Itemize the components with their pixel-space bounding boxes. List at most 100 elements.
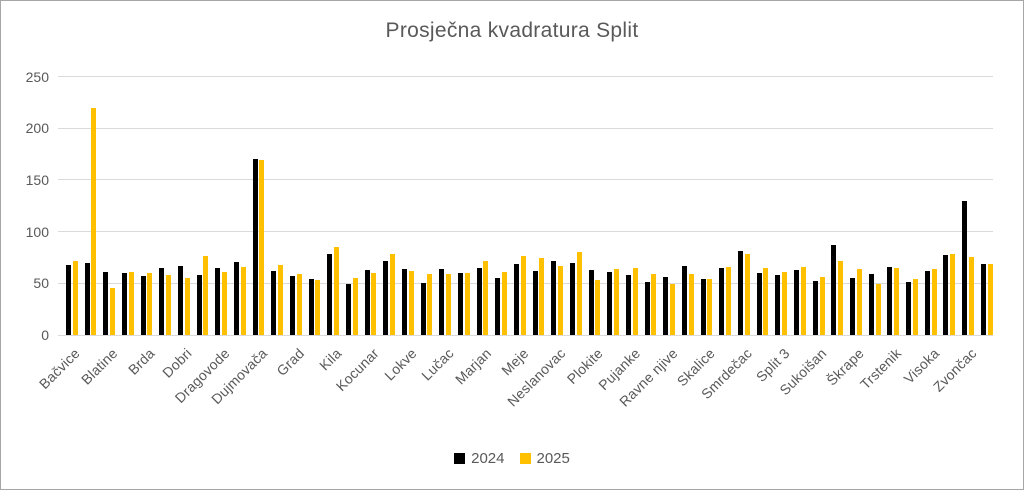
legend-item-2025: 2025	[519, 450, 570, 467]
bar-2024	[756, 272, 762, 335]
bar-2024	[607, 271, 613, 335]
gridline-150	[58, 179, 993, 181]
bar-2024	[850, 278, 856, 335]
bar-2025	[819, 277, 825, 335]
bar-2024	[962, 200, 968, 335]
bar-2024	[122, 272, 127, 335]
bar-2024	[906, 282, 912, 335]
bar-2024	[700, 279, 706, 335]
bar-2025	[875, 284, 881, 335]
bar-2024	[682, 265, 688, 335]
bar-2024	[831, 245, 837, 335]
bar-2025	[968, 257, 974, 335]
bar-2025	[278, 264, 284, 335]
bar-2024	[514, 263, 520, 335]
bar-2025	[614, 268, 620, 335]
bar-2025	[539, 258, 545, 335]
bar-2025	[576, 252, 582, 335]
gridline-250	[58, 76, 993, 77]
bar-2025	[222, 271, 228, 335]
bar-2024	[794, 269, 800, 335]
bar-2024	[439, 268, 445, 335]
bar-2024	[364, 269, 370, 335]
legend-item-2024: 2024	[454, 450, 505, 467]
bar-2025	[203, 256, 209, 335]
bar-2025	[427, 273, 433, 335]
bar-2025	[912, 279, 918, 335]
bar-2025	[726, 266, 732, 335]
bar-2024	[868, 273, 874, 335]
x-tick-label: Blatine	[77, 345, 121, 388]
bar-2025	[408, 270, 414, 335]
bar-2024	[327, 254, 333, 335]
bar-2024	[308, 279, 314, 335]
bar-2025	[520, 256, 526, 335]
bar-2024	[271, 270, 277, 335]
bar-2025	[334, 247, 340, 335]
bar-2024	[383, 260, 389, 335]
chart-title: Prosječna kvadratura Split	[385, 19, 639, 42]
bar-2025	[128, 271, 134, 335]
y-tick-label: 200	[25, 120, 49, 137]
bar-2025	[371, 272, 377, 335]
bar-2024	[476, 267, 482, 335]
bar-2024	[570, 262, 576, 335]
x-tick-label: Bačvice	[36, 345, 84, 392]
bar-2025	[446, 273, 452, 335]
bar-2024	[775, 275, 781, 335]
bar-2025	[166, 275, 172, 335]
bar-2024	[215, 267, 221, 335]
bar-2025	[502, 271, 508, 335]
bar-2025	[688, 273, 694, 335]
bar-2024	[252, 159, 258, 335]
bar-2025	[315, 280, 321, 335]
bar-2025	[632, 267, 638, 335]
bar-2024	[812, 281, 818, 335]
bar-2025	[240, 266, 246, 335]
bar-2024	[458, 272, 464, 335]
bar-2024	[588, 269, 594, 335]
y-tick-label: 0	[41, 327, 49, 343]
gridline-100	[58, 231, 993, 233]
bar-2025	[782, 271, 788, 335]
bar-2024	[532, 270, 538, 335]
bar-2024	[346, 284, 352, 335]
bar-2024	[626, 275, 632, 335]
bar-2025	[184, 278, 190, 335]
bar-2025	[110, 288, 116, 335]
y-tick-label: 100	[25, 223, 49, 240]
x-tick-label: Meje	[497, 345, 532, 379]
bar-2025	[483, 260, 489, 335]
bar-2025	[72, 260, 78, 335]
bar-2024	[159, 267, 165, 335]
bar-2024	[178, 265, 184, 335]
bar-2025	[296, 273, 302, 335]
bar-2025	[838, 260, 844, 335]
bar-2024	[980, 263, 986, 335]
bar-2025	[147, 272, 153, 335]
x-tick-label: Kila	[316, 345, 345, 374]
legend: 2024 2025	[1, 448, 1023, 468]
bar-2024	[719, 267, 725, 335]
bar-2025	[800, 266, 806, 335]
bar-2024	[887, 266, 893, 335]
x-tick-label: Brda	[125, 345, 158, 378]
bar-2025	[259, 160, 265, 335]
bar-2024	[66, 264, 71, 335]
y-tick-label: 250	[25, 68, 49, 85]
x-tick-label: Lučac	[418, 345, 457, 384]
bar-2025	[987, 263, 993, 335]
bar-2024	[234, 261, 240, 335]
legend-swatch-2024	[454, 452, 466, 464]
bar-2024	[495, 278, 501, 335]
gridline-0	[58, 334, 993, 336]
legend-swatch-2025	[519, 452, 531, 464]
bar-2025	[651, 273, 657, 335]
bar-2025	[352, 278, 358, 335]
x-tick-label: Marjan	[451, 345, 494, 388]
bar-2025	[670, 284, 676, 335]
bar-2024	[196, 275, 202, 335]
bar-2024	[103, 271, 109, 335]
bar-2024	[290, 276, 296, 335]
